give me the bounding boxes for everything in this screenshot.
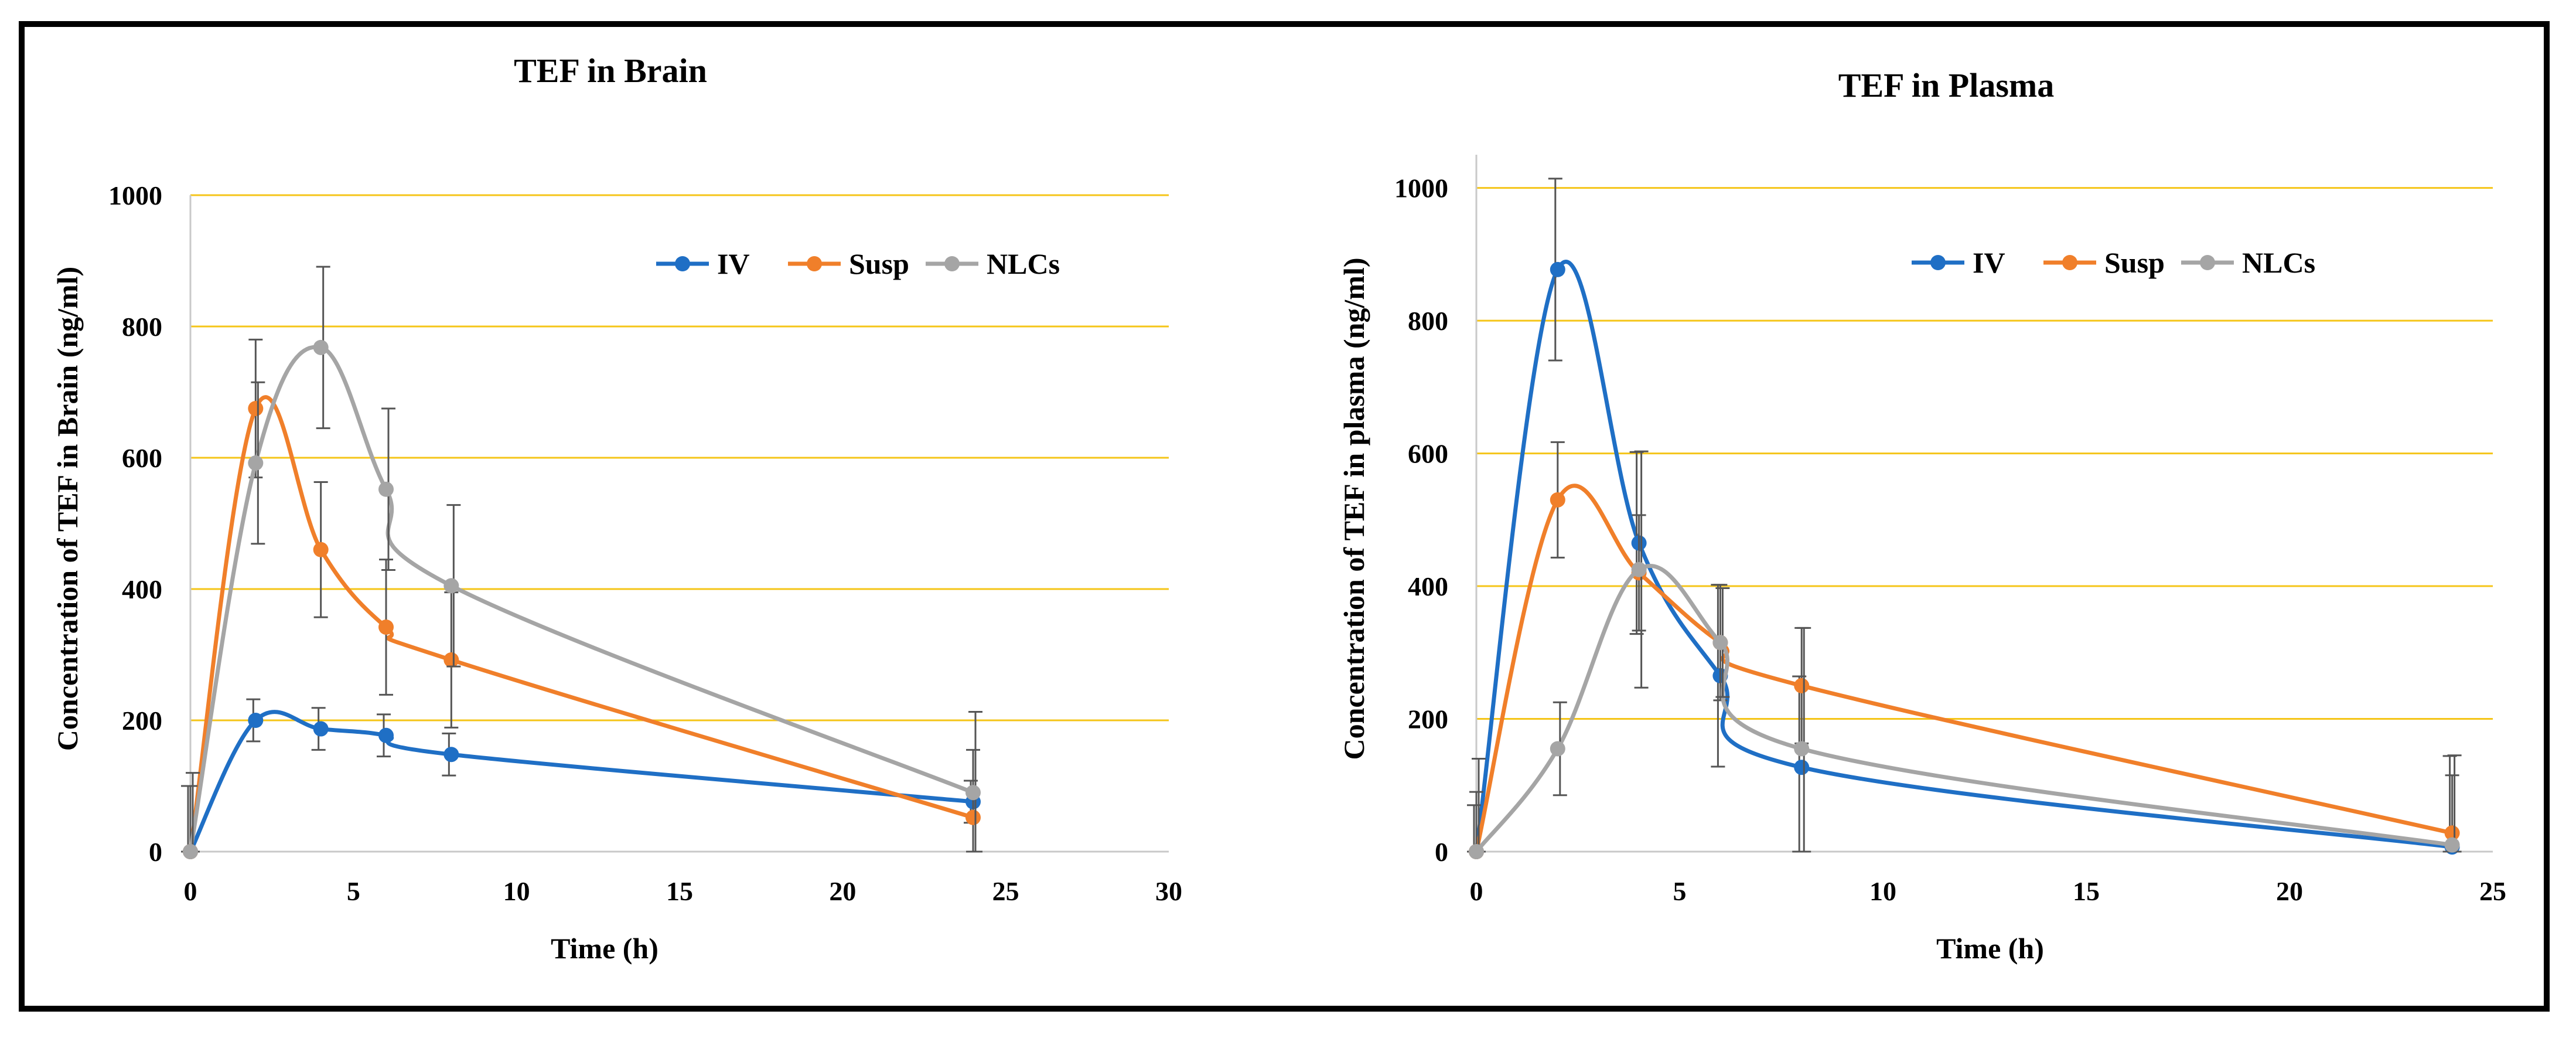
plasma-x-axis-label: Time (h) [1936, 932, 2044, 965]
brain-data-point-susp [443, 652, 459, 668]
brain-x-axis-label: Time (h) [551, 932, 658, 965]
plasma-chart: 0 200 400 600 800 1000 0 5 10 15 20 25 IV Susp NLCs [1394, 155, 2506, 906]
figure-frame [19, 21, 2550, 1012]
brain-legend-marker [675, 256, 690, 271]
plasma-y-tick-label: 400 [1408, 571, 1448, 601]
brain-data-point-nlcs [965, 785, 981, 801]
plasma-series-iv [1467, 178, 2460, 859]
plasma-data-point-susp [2444, 825, 2460, 841]
brain-legend-marker [944, 256, 960, 271]
plasma-series-susp [1469, 441, 2460, 859]
plasma-error-bar [1797, 627, 1811, 853]
brain-data-point-nlcs [183, 844, 198, 859]
plasma-data-point-nlcs [1469, 844, 1484, 859]
plasma-x-tick-label: 0 [1470, 876, 1483, 906]
plasma-legend-marker [1930, 255, 1946, 270]
brain-data-point-iv [443, 747, 459, 763]
plasma-data-point-iv [1794, 760, 1810, 775]
brain-series-line-susp [188, 395, 974, 852]
plasma-data-point-nlcs [1794, 741, 1810, 757]
plasma-legend-label: Susp [2104, 246, 2165, 279]
plasma-legend-marker [2062, 255, 2077, 270]
brain-data-point-susp [248, 401, 264, 416]
plasma-data-point-susp [1794, 678, 1810, 693]
brain-y-tick-label: 800 [122, 312, 162, 342]
brain-series-nlcs [183, 266, 982, 859]
brain-data-point-iv [378, 727, 394, 743]
brain-data-point-susp [378, 619, 394, 635]
brain-chart-title: TEF in Brain [514, 52, 707, 90]
brain-legend-item-iv: IV [656, 247, 750, 280]
plasma-series-line-nlcs [1475, 563, 2453, 853]
brain-data-point-iv [313, 721, 329, 737]
brain-y-tick-label: 1000 [108, 181, 162, 210]
brain-chart: 0 200 400 600 800 1000 0 5 10 15 20 25 30 IV Susp NLCs [108, 181, 1182, 906]
plasma-legend-item-iv: IV [1912, 246, 2005, 279]
brain-error-bar [968, 710, 982, 853]
brain-x-tick-label: 20 [829, 876, 856, 906]
brain-series-iv [181, 698, 981, 859]
brain-legend-item-nlcs: NLCs [926, 247, 1060, 280]
plasma-x-tick-label: 20 [2276, 876, 2303, 906]
brain-data-point-nlcs [378, 481, 394, 497]
brain-y-tick-label: 600 [122, 443, 162, 473]
plasma-x-tick-label: 5 [1673, 876, 1687, 906]
brain-legend-label: IV [717, 247, 750, 280]
plasma-x-tick-label: 15 [2073, 876, 2100, 906]
brain-y-tick-label: 400 [122, 574, 162, 604]
brain-data-point-iv [248, 713, 264, 728]
brain-legend-label: NLCs [987, 247, 1060, 280]
plasma-y-axis-label: Concentration of TEF in plasma (ng/ml) [1338, 258, 1370, 760]
brain-data-point-nlcs [248, 455, 264, 471]
plasma-series-nlcs [1469, 450, 2462, 859]
plasma-chart-title: TEF in Plasma [1838, 66, 2054, 104]
plasma-data-point-susp [1550, 492, 1565, 508]
plasma-x-tick-label: 25 [2479, 876, 2506, 906]
plasma-data-point-nlcs [1712, 635, 1728, 651]
plasma-series-line-iv [1474, 260, 2453, 852]
brain-y-tick-label: 200 [122, 706, 162, 736]
plasma-legend-item-susp: Susp [2043, 246, 2165, 279]
plasma-legend-marker [2200, 255, 2215, 270]
brain-x-tick-label: 5 [347, 876, 360, 906]
brain-x-tick-label: 10 [503, 876, 530, 906]
brain-series-susp [183, 338, 981, 859]
plasma-data-point-nlcs [1631, 561, 1647, 577]
brain-legend-label: Susp [849, 247, 909, 280]
brain-series-line-nlcs [188, 345, 974, 852]
plasma-legend-label: NLCs [2242, 246, 2315, 279]
brain-legend-item-susp: Susp [788, 247, 909, 280]
plasma-y-tick-label: 600 [1408, 439, 1448, 469]
plasma-y-tick-label: 1000 [1394, 173, 1448, 203]
brain-data-point-nlcs [313, 339, 329, 355]
plasma-legend-label: IV [1973, 246, 2005, 279]
brain-data-point-nlcs [443, 578, 459, 594]
plasma-data-point-iv [1550, 261, 1565, 277]
plasma-data-point-nlcs [1550, 741, 1565, 757]
brain-x-tick-label: 30 [1155, 876, 1182, 906]
brain-x-tick-label: 15 [666, 876, 693, 906]
plasma-x-tick-label: 10 [1869, 876, 1896, 906]
brain-y-tick-label: 0 [149, 837, 162, 867]
brain-x-tick-label: 0 [184, 876, 197, 906]
brain-y-axis-label: Concentration of TEF in Brain (ng/ml) [51, 267, 84, 751]
plasma-series-line-susp [1474, 484, 2453, 852]
brain-data-point-susp [965, 809, 981, 825]
brain-data-point-susp [313, 542, 329, 557]
plasma-y-tick-label: 800 [1408, 306, 1448, 336]
brain-legend-marker [807, 256, 822, 271]
brain-x-tick-label: 25 [992, 876, 1019, 906]
plasma-data-point-nlcs [2444, 837, 2460, 853]
plasma-y-tick-label: 0 [1435, 837, 1448, 867]
plasma-y-tick-label: 200 [1408, 705, 1448, 734]
plasma-legend-item-nlcs: NLCs [2181, 246, 2315, 279]
